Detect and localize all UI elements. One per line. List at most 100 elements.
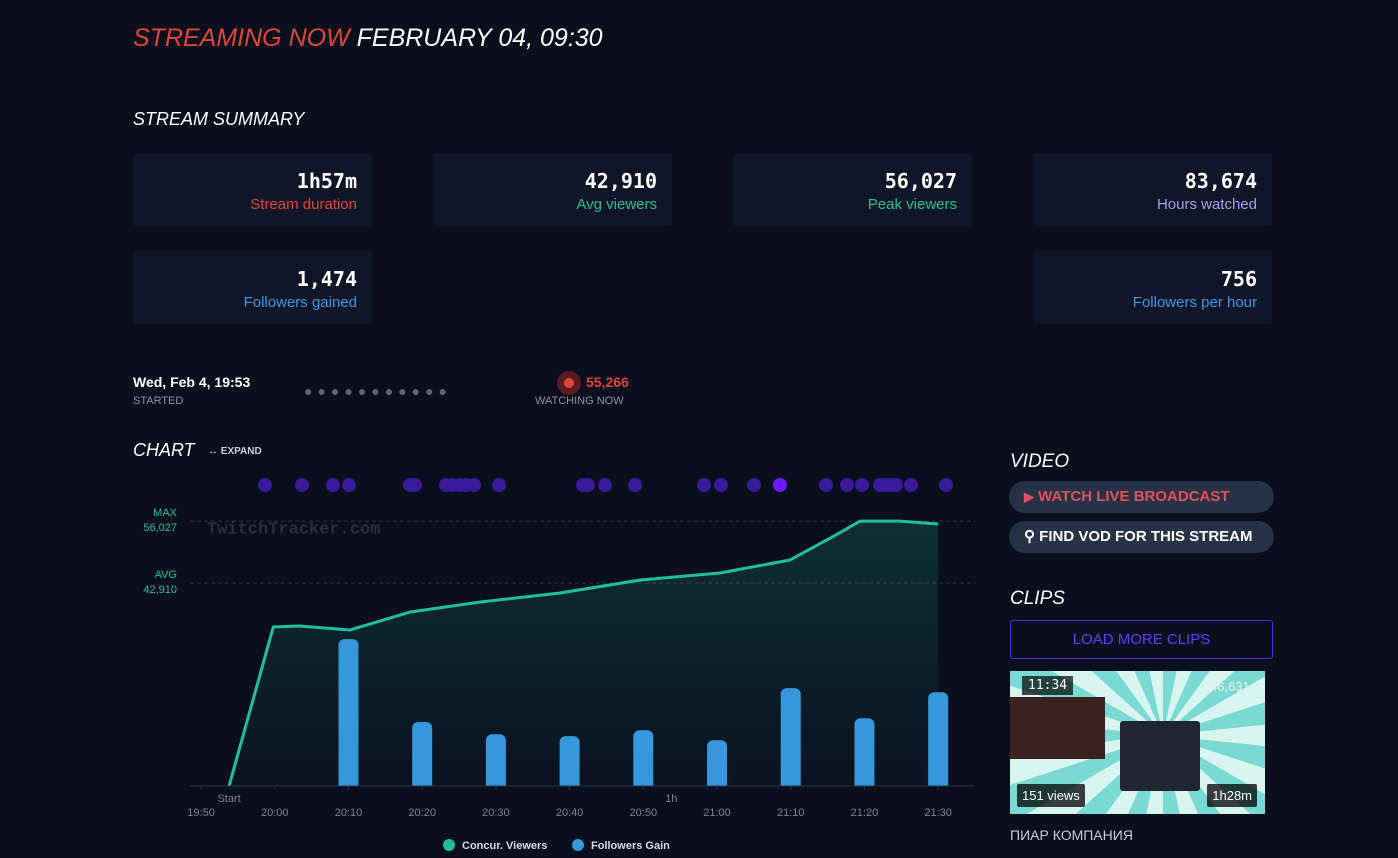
- x-marker-label: Start: [217, 793, 240, 805]
- x-tick-label: 21:10: [777, 807, 805, 819]
- stat-card: 83,674 Hours watched: [1033, 153, 1272, 226]
- line: [227, 519, 939, 787]
- stat-card: 756 Followers per hour: [1033, 251, 1272, 324]
- clip-duration: 11:34: [1022, 676, 1074, 695]
- video-title: VIDEO: [1010, 451, 1070, 472]
- x-tick-label: 19:50: [187, 807, 215, 819]
- clip-marker: [467, 478, 481, 492]
- bar-base: [412, 780, 433, 786]
- bar-base: [928, 780, 949, 786]
- vod-button[interactable]: ⚲ FIND VOD FOR THIS STREAM: [1009, 521, 1274, 553]
- x-tick-label: 20:50: [630, 807, 658, 819]
- area: [229, 521, 939, 786]
- clip-marker: [492, 478, 506, 492]
- x-tick-label: 20:40: [556, 807, 584, 819]
- bar-base: [854, 780, 875, 786]
- clip-marker: [295, 478, 309, 492]
- reference-label: AVG: [155, 569, 177, 581]
- legend-label: Concur. Viewers: [462, 840, 547, 852]
- x-tick-label: 20:20: [408, 807, 436, 819]
- x-tick-label: 20:30: [482, 807, 510, 819]
- live-dot: [557, 371, 581, 395]
- clip-marker: [747, 478, 761, 492]
- page-title: STREAMING NOW FEBRUARY 04, 09:30: [133, 24, 603, 53]
- watermark: TwitchTracker.com: [207, 520, 380, 539]
- bar-base: [338, 780, 359, 786]
- stat-card: 1h57m Stream duration: [133, 153, 372, 226]
- clip-marker: [342, 478, 356, 492]
- webcam: [1010, 697, 1105, 759]
- bar: [633, 730, 654, 786]
- clip-marker: [697, 478, 711, 492]
- button-label: WATCH LIVE BROADCAST: [1038, 488, 1230, 505]
- x-tick-label: 21:30: [924, 807, 952, 819]
- stat-label: Followers per hour: [1132, 294, 1257, 311]
- clip-views: 151 views: [1017, 784, 1085, 807]
- clip-marker: [889, 478, 903, 492]
- legend-label: Followers Gain: [591, 840, 670, 852]
- bar: [485, 734, 506, 786]
- stat-label: Avg viewers: [576, 196, 657, 213]
- expand-label: EXPAND: [220, 446, 262, 457]
- bar-base: [485, 780, 506, 786]
- stat-value: 1,474: [296, 267, 357, 291]
- clip-marker: [581, 478, 595, 492]
- timeline-dots: ●●●●●●●●●●●: [304, 383, 453, 399]
- clip-marker: [904, 478, 918, 492]
- bar-base: [780, 780, 801, 786]
- bar-base: [633, 780, 654, 786]
- bar: [412, 721, 433, 786]
- stat-card: 56,027 Peak viewers: [733, 153, 972, 226]
- stream-date: FEBRUARY 04, 09:30: [356, 24, 603, 52]
- clip-marker: [773, 478, 787, 492]
- bar: [780, 688, 801, 786]
- clip-age: 1h28m: [1207, 784, 1257, 807]
- bar: [707, 740, 728, 786]
- stat-label: Peak viewers: [867, 196, 957, 213]
- stat-card: 42,910 Avg viewers: [433, 153, 672, 226]
- clips-title: CLIPS: [1010, 588, 1065, 609]
- x-tick-label: 20:00: [261, 807, 289, 819]
- stat-value: 56,027: [884, 169, 957, 193]
- chart: TwitchTracker.com MAX 56,027 AVG 42,910 19:50…: [143, 478, 975, 852]
- stat-label: Stream duration: [250, 196, 357, 213]
- button-label: FIND VOD FOR THIS STREAM: [1039, 528, 1253, 545]
- clip-marker: [326, 478, 340, 492]
- bar: [928, 692, 949, 786]
- stat-label: Followers gained: [243, 294, 357, 311]
- bar: [338, 639, 359, 786]
- live-label: STREAMING NOW: [133, 24, 350, 52]
- clip-title: ПИАР КОМПАНИЯ: [1010, 827, 1133, 843]
- bar: [854, 718, 875, 786]
- clip-marker: [855, 478, 869, 492]
- load-more-button[interactable]: LOAD MORE CLIPS: [1010, 620, 1273, 659]
- expand-button[interactable]: ↔ EXPAND: [208, 446, 262, 457]
- x-tick-label: 21:00: [703, 807, 731, 819]
- button-label: LOAD MORE CLIPS: [1072, 631, 1211, 648]
- bar: [559, 736, 580, 786]
- x-tick-label: 20:10: [335, 807, 363, 819]
- watching-count: 55,266: [586, 374, 629, 390]
- clip-marker: [408, 478, 422, 492]
- stat-value: 1h57m: [296, 169, 357, 193]
- stat-card: 1,474 Followers gained: [133, 251, 372, 324]
- x-marker-label: 1h: [665, 793, 677, 805]
- started-time: Wed, Feb 4, 19:53: [133, 374, 251, 390]
- watching-label: WATCHING NOW: [535, 395, 624, 407]
- clip-views-badge: 46,631: [1210, 679, 1250, 694]
- section-title: STREAM SUMMARY: [133, 109, 305, 129]
- x-tick-label: 21:20: [851, 807, 879, 819]
- bar-base: [707, 780, 728, 786]
- legend-swatch: [572, 839, 584, 851]
- started-label: STARTED: [133, 395, 184, 407]
- watch-button[interactable]: ▶ WATCH LIVE BROADCAST: [1009, 481, 1274, 513]
- stat-value: 756: [1220, 267, 1257, 291]
- screen: [1120, 721, 1200, 791]
- clip-marker: [819, 478, 833, 492]
- clip-marker: [628, 478, 642, 492]
- clip-thumbnail[interactable]: 11:34 46,631 151 views 1h28m: [1010, 671, 1265, 814]
- reference-value: 56,027: [143, 522, 177, 534]
- reference-value: 42,910: [143, 584, 177, 596]
- clip-marker: [840, 478, 854, 492]
